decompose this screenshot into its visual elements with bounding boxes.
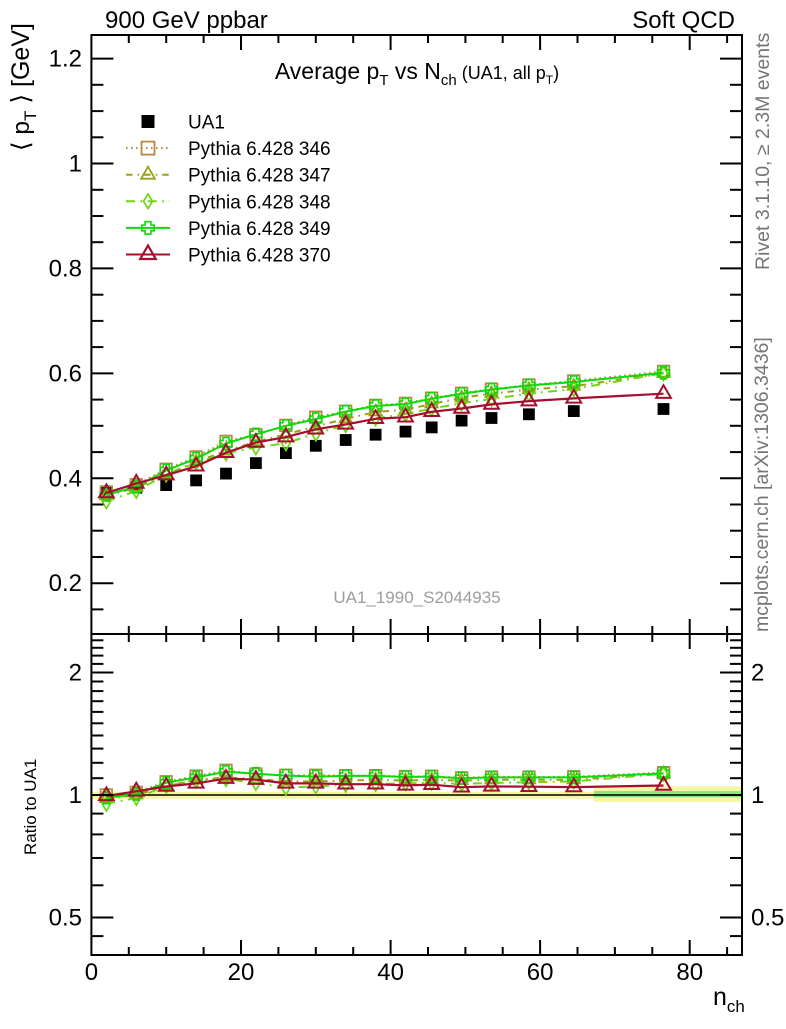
svg-text:0.8: 0.8 bbox=[49, 255, 82, 282]
svg-text:UA1: UA1 bbox=[188, 113, 225, 134]
svg-text:60: 60 bbox=[527, 959, 554, 986]
svg-text:1: 1 bbox=[69, 151, 82, 178]
svg-text:0.2: 0.2 bbox=[49, 570, 82, 597]
svg-text:Pythia 6.428 349: Pythia 6.428 349 bbox=[188, 219, 331, 240]
svg-text:Pythia 6.428 346: Pythia 6.428 346 bbox=[188, 139, 331, 160]
svg-text:2: 2 bbox=[69, 660, 82, 687]
svg-text:0.5: 0.5 bbox=[751, 905, 784, 932]
svg-text:20: 20 bbox=[228, 959, 255, 986]
svg-text:0: 0 bbox=[85, 959, 98, 986]
svg-text:Pythia 6.428 347: Pythia 6.428 347 bbox=[188, 166, 331, 187]
svg-text:0.6: 0.6 bbox=[49, 360, 82, 387]
svg-text:900 GeV ppbar: 900 GeV ppbar bbox=[105, 7, 268, 34]
svg-text:1.2: 1.2 bbox=[49, 46, 82, 73]
svg-text:0.5: 0.5 bbox=[49, 905, 82, 932]
svg-text:Soft QCD: Soft QCD bbox=[632, 7, 735, 34]
svg-text:Rivet 3.1.10, ≥ 2.3M events: Rivet 3.1.10, ≥ 2.3M events bbox=[752, 33, 774, 270]
svg-text:⟨ pT ⟩ [GeV]: ⟨ pT ⟩ [GeV] bbox=[7, 23, 40, 151]
svg-text:2: 2 bbox=[751, 660, 764, 687]
svg-text:40: 40 bbox=[377, 959, 404, 986]
svg-text:0.4: 0.4 bbox=[49, 465, 82, 492]
svg-text:Pythia 6.428 370: Pythia 6.428 370 bbox=[188, 246, 331, 267]
svg-text:1: 1 bbox=[751, 782, 764, 809]
svg-text:Pythia 6.428 348: Pythia 6.428 348 bbox=[188, 192, 331, 213]
svg-text:UA1_1990_S2044935: UA1_1990_S2044935 bbox=[333, 588, 500, 607]
svg-text:mcplots.cern.ch [arXiv:1306.34: mcplots.cern.ch [arXiv:1306.3436] bbox=[751, 337, 773, 632]
svg-text:nch: nch bbox=[713, 983, 745, 1016]
svg-text:Ratio to UA1: Ratio to UA1 bbox=[21, 759, 40, 855]
svg-text:1: 1 bbox=[69, 782, 82, 809]
svg-text:80: 80 bbox=[676, 959, 703, 986]
